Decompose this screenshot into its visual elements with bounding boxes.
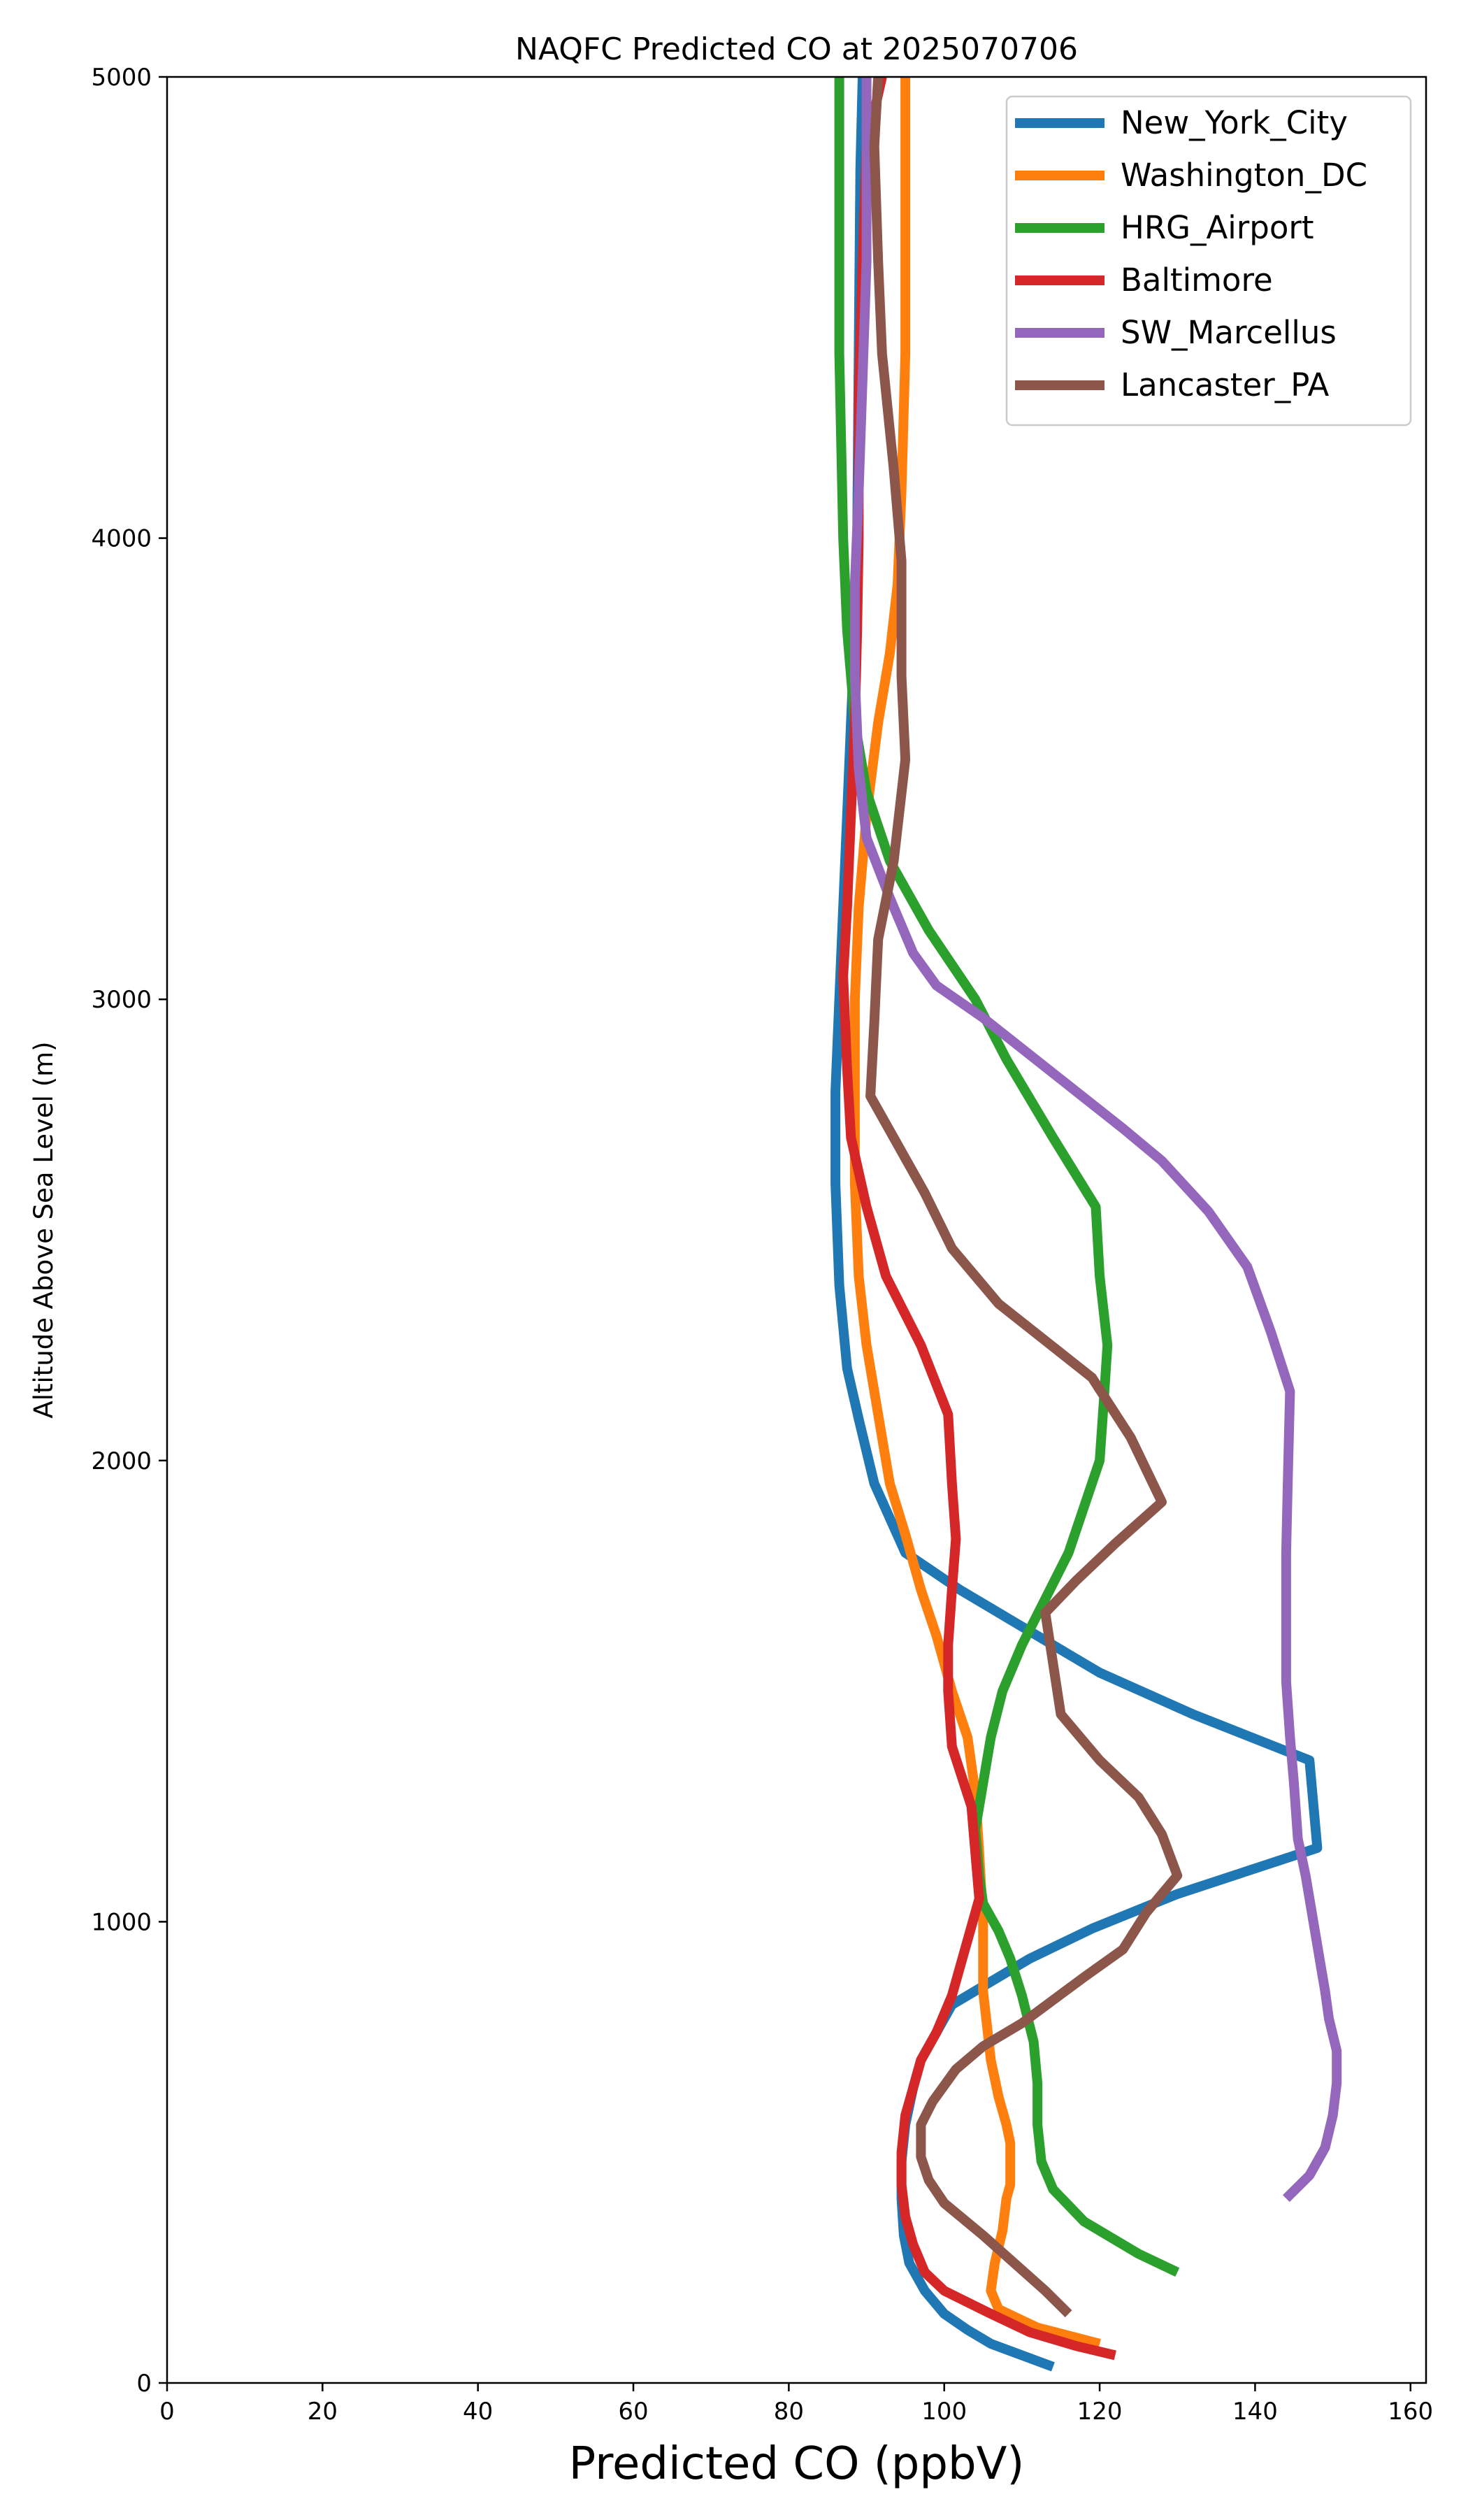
x-axis-ticks: 0 20 40 60 80 100 120 140 160 — [159, 2383, 1433, 2426]
y-tick-label: 4000 — [91, 525, 152, 553]
x-tick-label: 160 — [1388, 2398, 1433, 2426]
legend-entry-label: Washington_DC — [1121, 157, 1367, 194]
legend-entry-label: SW_Marcellus — [1121, 314, 1337, 351]
series-line-washington-dc — [849, 77, 1101, 2349]
x-axis-label: Predicted CO (ppbV) — [569, 2438, 1025, 2490]
x-tick-label: 80 — [774, 2398, 804, 2426]
x-tick-label: 100 — [921, 2398, 967, 2426]
legend-entry-label: New_York_City — [1121, 104, 1348, 141]
x-tick-label: 0 — [159, 2398, 175, 2426]
x-tick-label: 140 — [1232, 2398, 1278, 2426]
series-line-lancaster-pa — [865, 77, 1183, 2318]
y-tick-label: 2000 — [91, 1447, 152, 1475]
legend-entry-label: HRG_Airport — [1121, 209, 1314, 246]
series-line-baltimore — [838, 77, 1116, 2361]
x-tick-label: 120 — [1077, 2398, 1123, 2426]
x-tick-label: 40 — [463, 2398, 493, 2426]
y-axis-label: Altitude Above Sea Level (m) — [29, 1041, 59, 1418]
y-tick-label: 1000 — [91, 1908, 152, 1936]
x-tick-label: 20 — [308, 2398, 338, 2426]
y-axis-ticks: 0 1000 2000 3000 4000 5000 — [91, 64, 167, 2398]
legend-entry-label: Baltimore — [1121, 262, 1273, 299]
plot-frame — [166, 76, 1427, 2384]
y-tick-label: 0 — [136, 2370, 152, 2398]
y-tick-label: 3000 — [91, 986, 152, 1014]
legend-entry-label: Lancaster_PA — [1121, 366, 1330, 403]
series-layer — [830, 77, 1342, 2372]
y-tick-label: 5000 — [91, 64, 152, 92]
legend-frame — [1005, 95, 1412, 427]
x-tick-label: 60 — [618, 2398, 648, 2426]
series-line-hrg-airport — [834, 77, 1180, 2277]
series-line-sw-marcellus — [849, 77, 1342, 2203]
legend: New_York_City Washington_DC HRG_Airport Bal… — [1005, 95, 1412, 427]
chart-title: NAQFC Predicted CO at 2025070706 — [515, 31, 1078, 67]
